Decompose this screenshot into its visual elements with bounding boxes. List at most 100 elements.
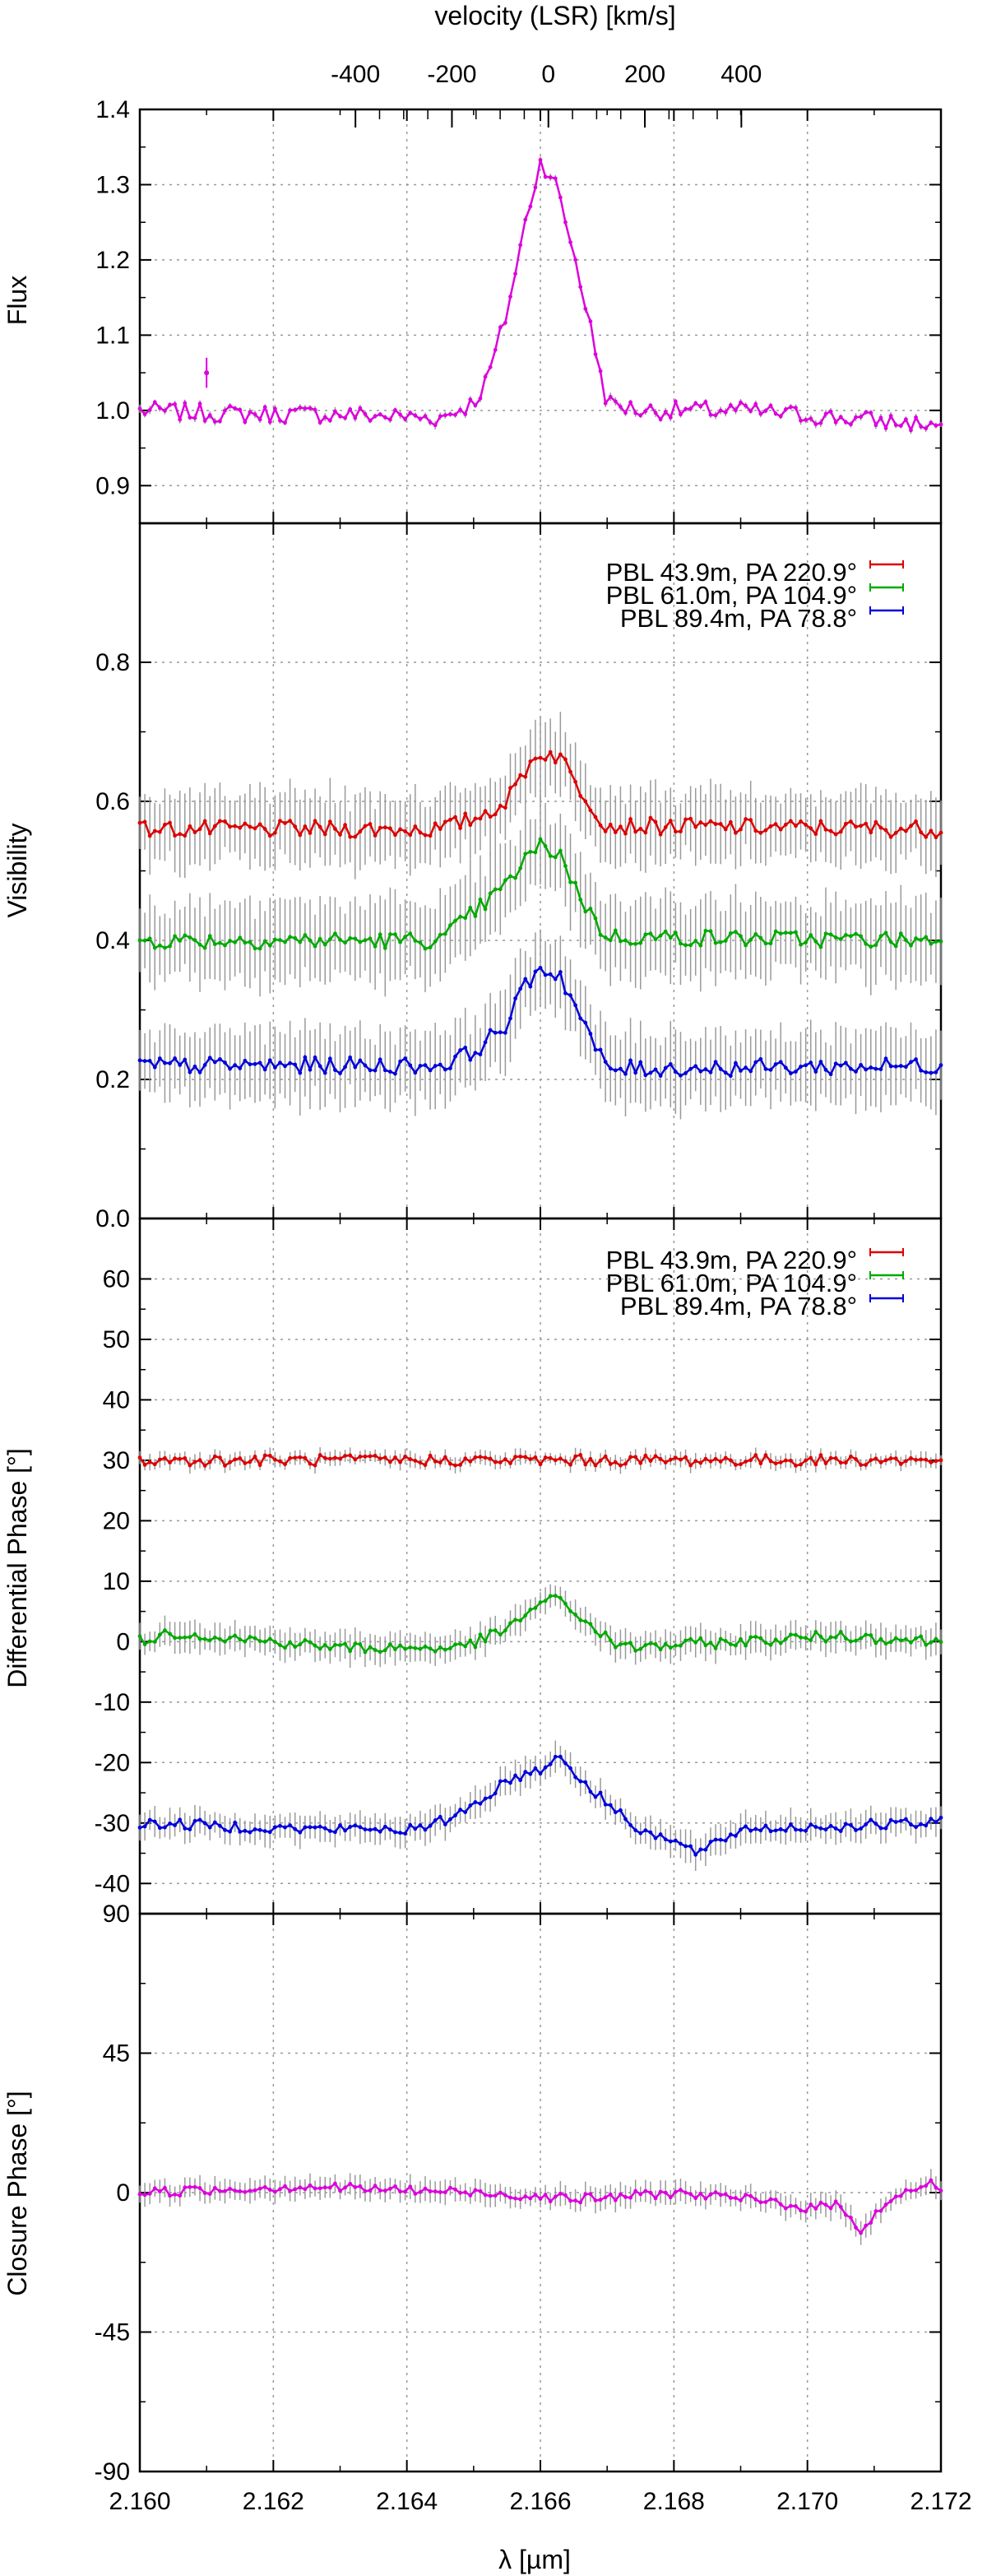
data-point [668, 1062, 673, 1066]
data-point [233, 940, 238, 945]
data-point [919, 938, 924, 942]
data-point [934, 1820, 938, 1825]
data-point [583, 799, 588, 804]
data-point [327, 819, 332, 824]
data-point [283, 420, 287, 425]
data-point [313, 1463, 317, 1468]
data-point [473, 914, 478, 918]
data-point [703, 1643, 708, 1648]
data-point [593, 1463, 598, 1468]
data-point [463, 1810, 468, 1814]
data-point [809, 933, 813, 937]
data-point [173, 833, 178, 838]
data-point [218, 419, 222, 424]
data-point [703, 2196, 708, 2201]
data-point [443, 1647, 447, 1652]
data-point [493, 2193, 498, 2198]
data-point [207, 1825, 212, 1830]
data-point [443, 1067, 447, 1072]
data-point [228, 1829, 232, 1834]
data-point [833, 420, 838, 425]
data-point [333, 931, 337, 936]
data-point [728, 931, 733, 935]
data-point [903, 1065, 908, 1070]
data-point [473, 2188, 478, 2193]
data-point [914, 1458, 918, 1462]
data-point [173, 934, 178, 939]
data-point [413, 1458, 418, 1463]
data-point [233, 1457, 238, 1462]
data-point [573, 258, 578, 262]
data-point [403, 1056, 408, 1061]
data-point [528, 759, 533, 764]
data-point [233, 824, 238, 828]
data-point [137, 1455, 142, 1460]
data-point [433, 939, 438, 944]
data-point [147, 936, 152, 941]
data-point [864, 410, 869, 415]
data-point [197, 401, 202, 406]
data-point [387, 2186, 392, 2191]
data-point [498, 1779, 503, 1784]
data-point [248, 1830, 253, 1835]
data-point [513, 272, 517, 276]
data-point [438, 1814, 443, 1819]
data-point [317, 1824, 322, 1829]
data-point [503, 1779, 507, 1783]
data-point [693, 1064, 698, 1069]
diffphase-legend: PBL 43.9m, PA 220.9° PBL 61.0m, PA 104.9… [606, 1246, 857, 1320]
data-point [854, 824, 858, 829]
data-point [157, 406, 162, 411]
y-tick-label: 0 [116, 2179, 130, 2207]
data-point [708, 819, 713, 824]
data-point [603, 1060, 608, 1064]
data-point [698, 943, 703, 948]
data-point [799, 819, 803, 824]
data-point [898, 1818, 903, 1823]
data-point [248, 410, 253, 415]
data-point [838, 937, 843, 941]
data-point [783, 1458, 788, 1463]
data-point [924, 1642, 929, 1647]
data-point [804, 1636, 809, 1641]
data-point [288, 1455, 293, 1460]
data-point [178, 2193, 183, 2198]
data-point [744, 943, 748, 948]
data-point [679, 941, 683, 946]
data-point [207, 1056, 212, 1061]
data-point [483, 1639, 488, 1644]
visibility-legend-entry-2: PBL 61.0m, PA 104.9° [606, 581, 857, 610]
data-point [378, 932, 382, 937]
data-point [543, 174, 548, 179]
data-point [178, 1817, 183, 1822]
data-point [673, 399, 678, 404]
data-point [228, 2187, 232, 2191]
data-point [883, 1056, 888, 1061]
data-point [298, 1455, 303, 1460]
data-point [373, 1826, 378, 1831]
data-point [708, 929, 713, 934]
data-point [683, 1844, 688, 1849]
data-point [403, 1646, 408, 1651]
data-point [272, 1457, 277, 1462]
diffphase-panel: Differential Phase [°] PBL 43.9m, PA 220… [2, 1217, 943, 1915]
data-point [768, 2197, 773, 2202]
data-point [708, 1840, 713, 1844]
data-point [553, 1754, 558, 1759]
y-tick-label: 0.8 [95, 649, 130, 676]
data-point [448, 1066, 452, 1070]
data-point [403, 417, 408, 421]
data-point [823, 411, 828, 416]
flux-frame [138, 108, 943, 525]
data-point [313, 407, 317, 412]
data-point [327, 1829, 332, 1833]
data-point [728, 1832, 733, 1837]
data-point [423, 946, 428, 951]
data-point [293, 1455, 298, 1460]
data-point [298, 1642, 303, 1647]
data-point [393, 1830, 397, 1835]
data-point [703, 1067, 708, 1071]
data-point [603, 401, 608, 406]
data-point [708, 1459, 713, 1464]
data-point [423, 833, 428, 838]
